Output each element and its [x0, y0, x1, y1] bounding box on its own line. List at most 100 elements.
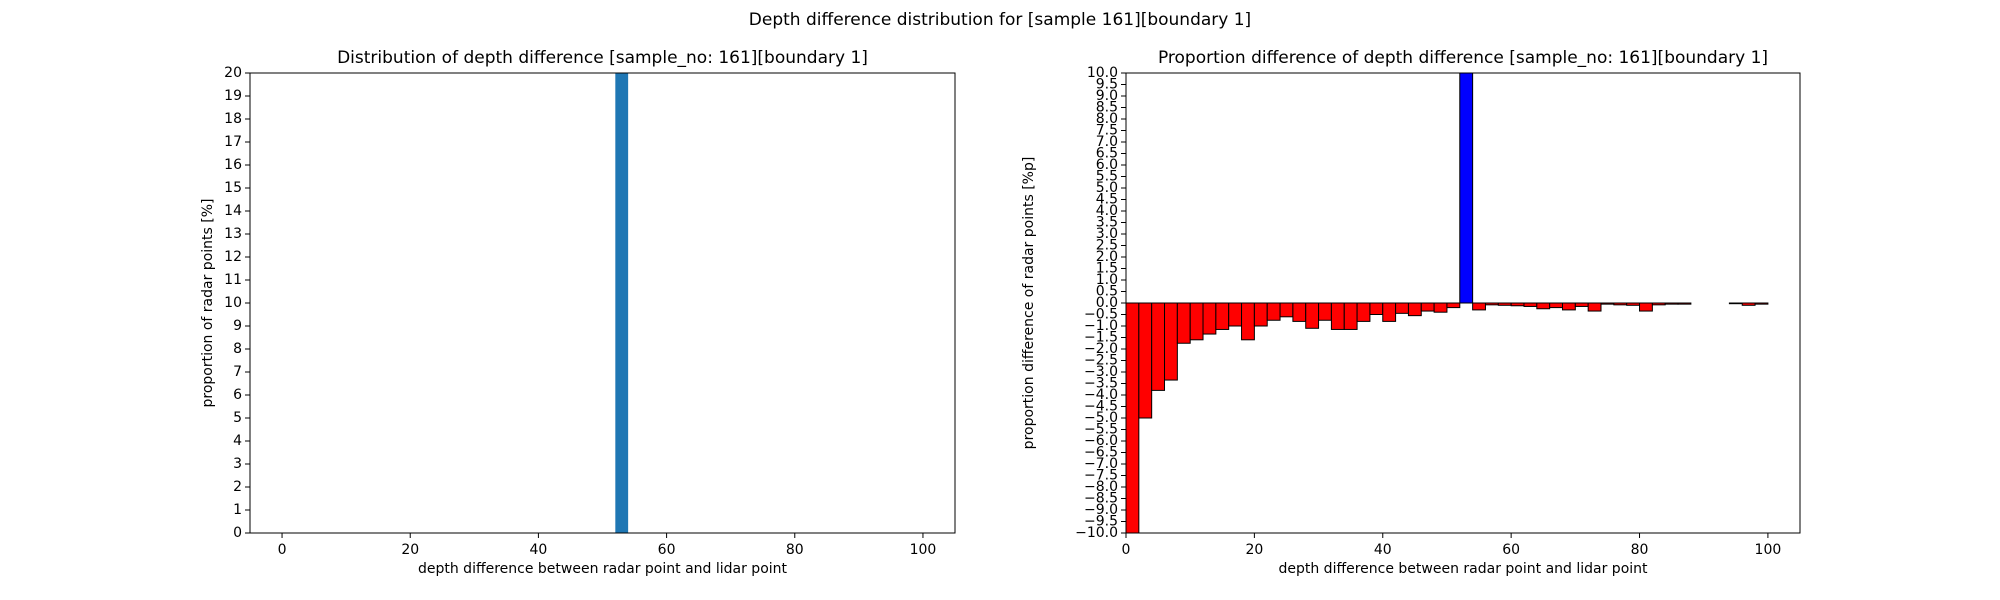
y-axis-label: proportion of radar points [%]	[200, 198, 216, 407]
bar	[1600, 302, 1615, 305]
y-tick-label: 10.0	[1087, 65, 1118, 81]
y-tick-label: −4.5	[1084, 399, 1118, 415]
bar	[1330, 302, 1345, 330]
y-tick-label: 10	[224, 295, 242, 311]
y-tick-label: 12	[224, 249, 242, 265]
y-tick-label: 3.0	[1096, 226, 1118, 242]
bar	[1433, 302, 1448, 313]
bar	[1266, 302, 1281, 321]
bar	[1395, 302, 1409, 314]
y-tick-label: 1	[233, 502, 242, 518]
y-tick-label: −1.0	[1084, 318, 1118, 334]
y-tick-label: 8.5	[1096, 100, 1118, 116]
bar	[615, 73, 629, 533]
bar	[1343, 302, 1358, 330]
x-axis-label: depth difference between radar point and…	[418, 561, 788, 577]
bar	[1164, 302, 1178, 381]
x-tick-label: 100	[1755, 542, 1782, 558]
y-tick-label: 4.0	[1096, 203, 1118, 219]
bar	[1407, 302, 1422, 317]
y-tick-label: 8	[233, 341, 242, 357]
bar	[1420, 302, 1435, 312]
x-tick-label: 60	[1502, 542, 1520, 558]
y-tick-label: −7.0	[1084, 456, 1118, 472]
bar	[1741, 302, 1756, 306]
bar	[1587, 302, 1602, 312]
bar	[1228, 302, 1243, 327]
x-tick-label: 40	[1374, 542, 1392, 558]
bar	[1279, 302, 1294, 318]
bar	[1536, 302, 1551, 310]
x-tick-label: 0	[1122, 542, 1131, 558]
bar	[1651, 302, 1666, 306]
bar	[1356, 302, 1371, 322]
y-tick-label: 1.5	[1096, 261, 1118, 277]
y-tick-label: 4.5	[1096, 192, 1118, 208]
y-tick-label: 17	[224, 134, 242, 150]
y-tick-label: 8.0	[1096, 111, 1118, 127]
y-tick-label: 7	[233, 364, 242, 380]
y-tick-label: −6.5	[1084, 445, 1118, 461]
bar	[1202, 302, 1217, 335]
x-tick-label: 60	[658, 542, 676, 558]
y-tick-label: 4	[233, 433, 242, 449]
bar	[1497, 302, 1512, 306]
y-tick-label: −0.5	[1084, 307, 1118, 323]
y-tick-label: 7.0	[1096, 134, 1118, 150]
bar	[1176, 302, 1191, 344]
y-tick-label: 6.0	[1096, 157, 1118, 173]
subplot-title: Proportion difference of depth differenc…	[1158, 48, 1768, 68]
y-tick-label: 6.5	[1096, 146, 1118, 162]
y-tick-label: 9	[233, 318, 242, 334]
bar	[1189, 302, 1204, 341]
x-tick-label: 20	[1245, 542, 1263, 558]
y-axis-label: proportion difference of radar points [%…	[1021, 157, 1037, 450]
y-tick-label: 5.5	[1096, 169, 1118, 185]
bar	[1613, 302, 1628, 306]
y-tick-label: 2.5	[1096, 238, 1118, 254]
y-tick-label: 0.5	[1096, 284, 1118, 300]
y-tick-label: 2	[233, 479, 242, 495]
x-tick-label: 100	[910, 542, 937, 558]
bar	[1459, 73, 1474, 304]
y-tick-label: −7.5	[1084, 468, 1118, 484]
y-tick-label: −8.0	[1084, 479, 1118, 495]
bar	[1664, 302, 1679, 305]
y-tick-label: 7.5	[1096, 123, 1118, 139]
bar	[1574, 302, 1589, 307]
y-tick-label: 14	[224, 203, 242, 219]
bar	[1215, 302, 1230, 330]
bar	[1292, 302, 1307, 322]
figure-title: Depth difference distribution for [sampl…	[749, 10, 1251, 30]
bar	[1523, 302, 1538, 307]
y-tick-label: 0	[233, 525, 242, 541]
y-tick-label: −2.0	[1084, 341, 1118, 357]
bar	[1728, 302, 1743, 305]
bar	[1677, 302, 1692, 305]
y-tick-label: −1.5	[1084, 330, 1118, 346]
y-tick-label: −9.0	[1084, 502, 1118, 518]
y-tick-label: 5.0	[1096, 180, 1118, 196]
y-tick-label: 3.5	[1096, 215, 1118, 231]
y-tick-label: 9.0	[1096, 88, 1118, 104]
y-tick-label: 19	[224, 88, 242, 104]
y-tick-label: 1.0	[1096, 272, 1118, 288]
y-tick-label: −5.5	[1084, 422, 1118, 438]
y-tick-label: 13	[224, 226, 242, 242]
y-tick-label: −3.5	[1084, 376, 1118, 392]
bar	[1549, 302, 1563, 309]
y-tick-label: −9.5	[1084, 514, 1118, 530]
bar	[1151, 302, 1166, 391]
y-tick-label: 9.5	[1096, 77, 1118, 93]
y-tick-label: 18	[224, 111, 242, 127]
y-tick-label: 15	[224, 180, 242, 196]
bar	[1369, 302, 1384, 315]
bar	[1626, 302, 1641, 306]
y-tick-label: 20	[224, 65, 242, 81]
y-tick-label: −10.0	[1075, 525, 1118, 541]
y-tick-label: 5	[233, 410, 242, 426]
bar	[1382, 302, 1397, 322]
plot-area	[1126, 73, 1769, 533]
y-tick-label: −8.5	[1084, 491, 1118, 507]
